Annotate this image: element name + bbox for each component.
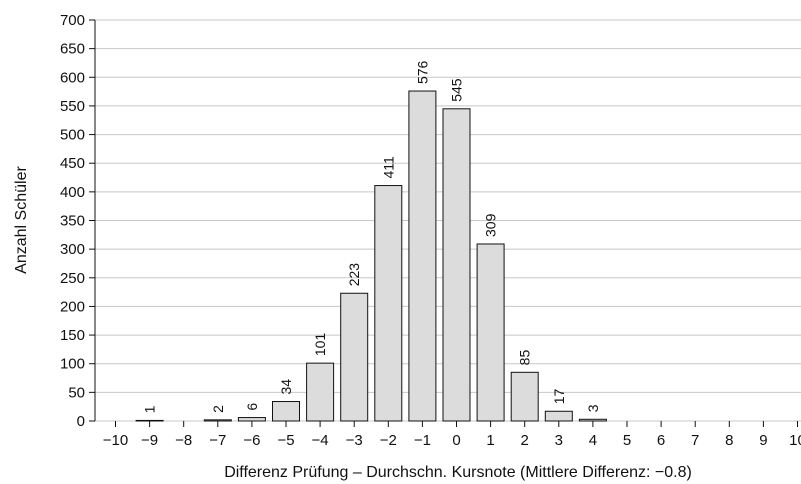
x-tick-label: −1: [414, 432, 431, 449]
bar-value-label: 576: [414, 60, 430, 84]
y-tick-label: 500: [60, 127, 85, 144]
x-tick-label: −6: [243, 432, 260, 449]
bar-value-label: 17: [551, 388, 567, 404]
y-tick-label: 400: [60, 184, 85, 201]
y-tick-label: 200: [60, 298, 85, 315]
bar-value-label: 545: [449, 78, 465, 102]
x-tick-label: 6: [657, 432, 665, 449]
y-tick-label: 550: [60, 98, 85, 115]
bar-value-label: 2: [210, 405, 226, 413]
x-tick-label: −9: [141, 432, 158, 449]
bar: [135, 419, 164, 422]
y-tick-label: 350: [60, 213, 85, 230]
bars: [135, 90, 607, 422]
bar-value-label: 1: [142, 405, 158, 413]
y-tick-label: 300: [60, 241, 85, 258]
y-tick-label: 50: [68, 384, 85, 401]
y-tick-labels: 0 50 100 150 200 250 300 350 400 450 500 550 600 650 7…: [60, 12, 85, 430]
bar: [442, 108, 471, 422]
bar: [476, 243, 505, 422]
bar: [578, 418, 607, 422]
x-tick-label: 1: [486, 432, 494, 449]
x-tick-label: −5: [277, 432, 294, 449]
bar: [408, 90, 437, 422]
data-labels: 1 2 6 34 101 223 411 576 545 309 85 17 3: [142, 60, 601, 413]
x-tick-label: −2: [380, 432, 397, 449]
bar-value-label: 411: [380, 156, 396, 179]
x-tick-label: −7: [209, 432, 226, 449]
x-tick-label: 2: [521, 432, 529, 449]
bar: [272, 401, 300, 422]
y-tick-label: 450: [60, 155, 85, 172]
x-tick-label: 9: [759, 432, 767, 449]
x-tick-labels: −10−9−8−7−6−5−4−3−2−1012345678910: [103, 432, 801, 449]
bar: [374, 185, 403, 422]
bar-value-label: 6: [244, 403, 260, 411]
bar: [340, 292, 369, 422]
y-tick-label: 150: [60, 327, 85, 344]
bar-value-label: 223: [346, 263, 362, 287]
bar-value-label: 309: [483, 213, 499, 237]
x-tick-label: 4: [589, 432, 597, 449]
bar: [306, 362, 335, 422]
x-tick-label: 5: [623, 432, 631, 449]
x-tick-label: −3: [346, 432, 363, 449]
x-tick-label: 8: [725, 432, 733, 449]
x-axis-title: Differenz Prüfung – Durchschn. Kursnote …: [224, 464, 692, 481]
bar-value-label: 101: [312, 333, 328, 357]
bar-value-label: 3: [585, 404, 601, 412]
y-tick-label: 650: [60, 41, 85, 58]
axes: [89, 19, 798, 427]
x-tick-label: −4: [312, 432, 329, 449]
bar: [203, 419, 232, 422]
x-tick-label: −8: [175, 432, 192, 449]
bar-value-label: 34: [278, 379, 294, 395]
y-tick-label: 700: [60, 12, 85, 29]
bar: [237, 417, 266, 422]
bar: [510, 371, 539, 422]
x-tick-label: −10: [103, 432, 128, 449]
y-tick-label: 600: [60, 69, 85, 86]
x-tick-label: 7: [691, 432, 699, 449]
y-axis-title: Anzahl Schüler: [13, 166, 30, 274]
bar: [544, 410, 573, 422]
x-tick-label: 0: [452, 432, 460, 449]
y-tick-label: 0: [77, 413, 85, 430]
y-tick-label: 250: [60, 270, 85, 287]
bar-value-label: 85: [517, 350, 533, 366]
x-tick-label: 10: [789, 432, 801, 449]
x-tick-label: 3: [555, 432, 563, 449]
y-tick-label: 100: [60, 356, 85, 373]
